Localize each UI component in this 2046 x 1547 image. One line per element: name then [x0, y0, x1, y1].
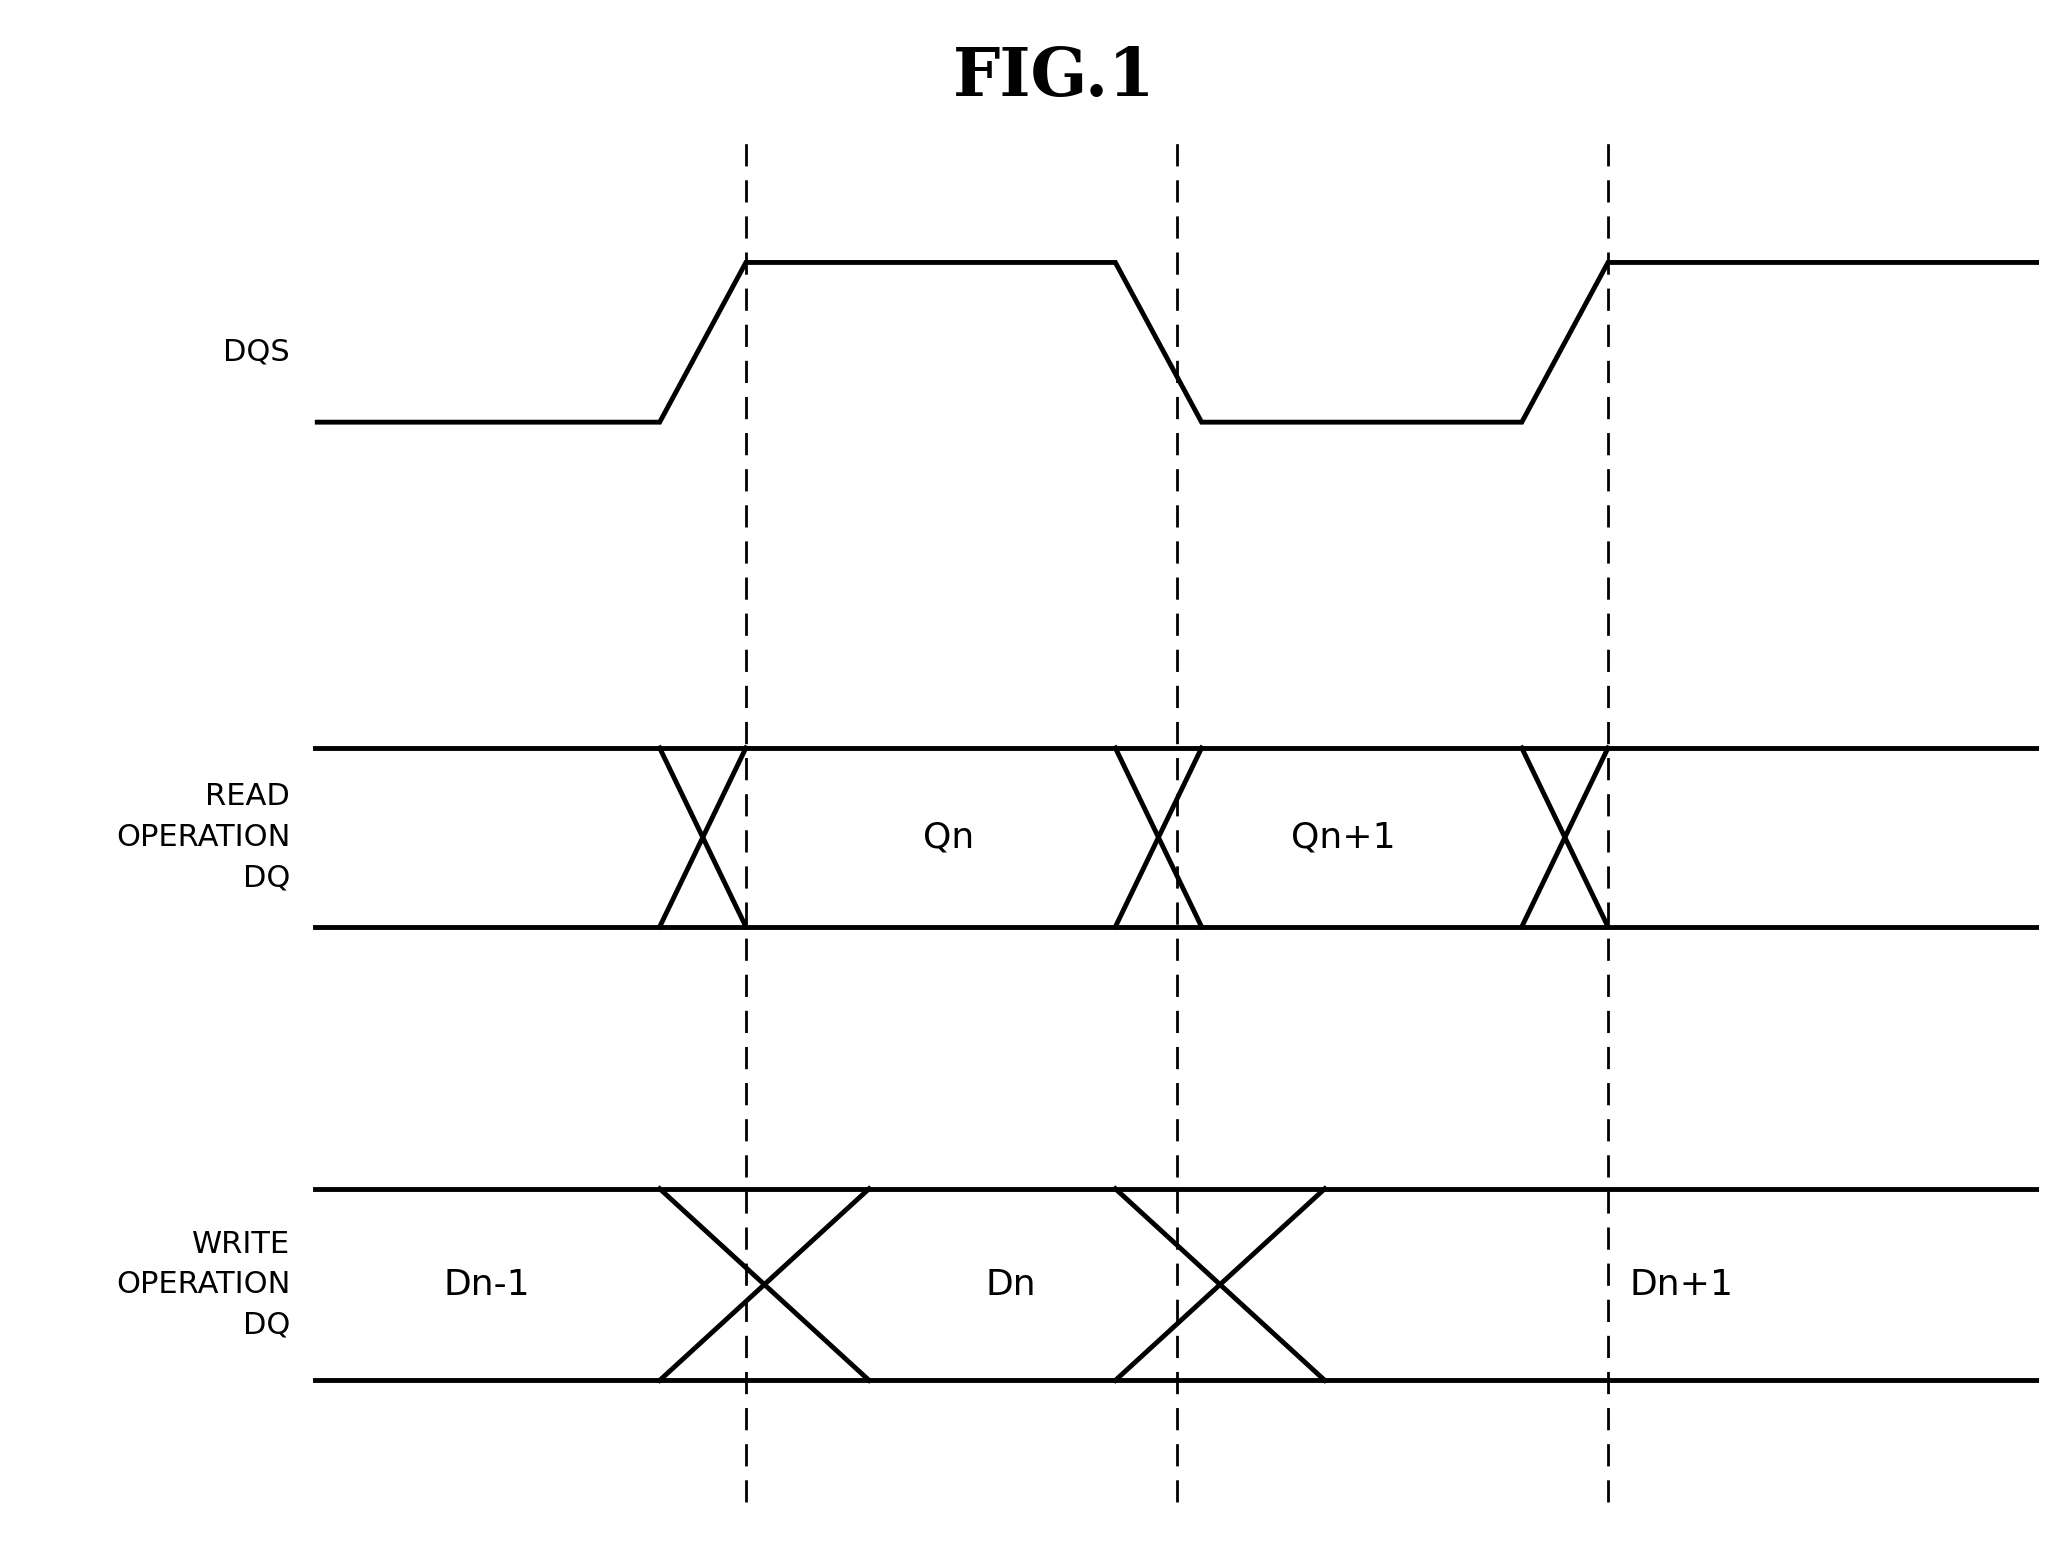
Text: Qn: Qn	[923, 820, 974, 854]
Text: WRITE
OPERATION
DQ: WRITE OPERATION DQ	[117, 1230, 291, 1340]
Text: DQS: DQS	[223, 337, 291, 367]
Text: Dn: Dn	[986, 1267, 1035, 1301]
Text: FIG.1: FIG.1	[953, 45, 1156, 110]
Text: Dn+1: Dn+1	[1631, 1267, 1733, 1301]
Text: Dn-1: Dn-1	[444, 1267, 530, 1301]
Text: READ
OPERATION
DQ: READ OPERATION DQ	[117, 783, 291, 893]
Text: Qn+1: Qn+1	[1291, 820, 1395, 854]
